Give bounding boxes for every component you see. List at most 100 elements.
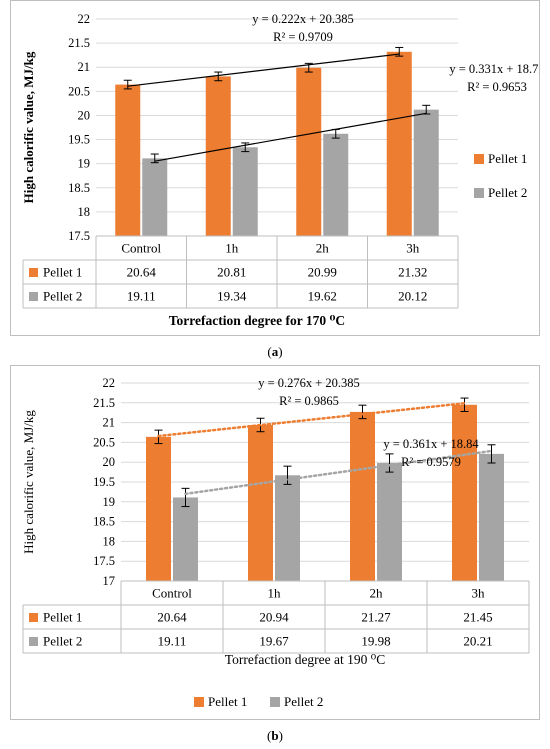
table-series-name: Pellet 1	[43, 610, 82, 625]
y-tick-label: 19	[78, 157, 91, 171]
legend-label: Pellet 2	[488, 185, 527, 200]
y-tick-label: 18	[103, 534, 116, 548]
bar	[296, 67, 322, 237]
bar	[275, 475, 300, 581]
table-value: 20.81	[217, 265, 246, 280]
x-category-label: 3h	[406, 241, 420, 256]
x-category-label: 1h	[268, 586, 282, 601]
x-category-label: Control	[121, 241, 161, 256]
y-tick-label: 19.5	[93, 475, 115, 489]
chart-b: 17 17.5 18 18.5 19 19.5 20 20.5 21 21.5 22 High cal…	[21, 376, 530, 709]
table-value: 20.21	[463, 634, 492, 649]
table-value: 19.11	[158, 634, 187, 649]
chart-panel-b: 17 17.5 18 18.5 19 19.5 20 20.5 21 21.5 22 High cal…	[10, 365, 540, 720]
bar	[386, 51, 412, 237]
table-value: 20.12	[398, 289, 427, 304]
y-tick-label: 21.5	[93, 396, 115, 410]
chart-a: 17.5 18 18.5 19 19.5 20 20.5 21 21.5 22 High calor…	[21, 12, 539, 328]
bar	[248, 424, 273, 581]
x-category-label: 2h	[316, 241, 330, 256]
table-value: 21.27	[361, 610, 391, 625]
bar	[350, 411, 375, 581]
y-axis-label: High calorific value, MJ/kg	[21, 51, 36, 203]
trendline-r2: R² = 0.9709	[273, 30, 333, 44]
y-tick-label: 21.5	[68, 36, 90, 50]
trendline-equation: y = 0.331x + 18.72	[449, 62, 539, 76]
trendline	[157, 401, 466, 438]
bar	[173, 497, 198, 581]
table-legend-key	[29, 637, 38, 646]
table-series-name: Pellet 1	[43, 265, 82, 280]
bar	[377, 462, 402, 581]
caption-b: (b)	[267, 728, 283, 743]
bar	[205, 76, 231, 236]
bar	[115, 84, 141, 237]
bar	[146, 436, 171, 581]
y-axis-label: High calorific value, MJ/kg	[21, 410, 36, 554]
y-tick-label: 22	[78, 12, 91, 26]
table-value: 19.62	[308, 289, 337, 304]
caption-a-letter: a	[271, 344, 279, 359]
y-tick-label: 19.5	[68, 133, 90, 147]
table-value: 20.64	[127, 265, 157, 280]
y-tick-label: 18	[78, 205, 91, 219]
trendline	[184, 449, 493, 496]
table-value: 19.98	[361, 634, 390, 649]
trendline-equation: y = 0.361x + 18.84	[383, 437, 479, 451]
bar	[452, 404, 477, 581]
table-value: 20.99	[308, 265, 337, 280]
y-tick-label: 20	[78, 108, 91, 122]
x-category-label: 1h	[225, 241, 239, 256]
trendline-equation: y = 0.276x + 20.385	[258, 376, 360, 390]
y-tick-label: 17.5	[68, 229, 90, 243]
trendline-r2: R² = 0.9865	[279, 394, 339, 408]
bar	[142, 158, 168, 236]
table-value: 20.94	[259, 610, 289, 625]
bar	[232, 147, 258, 236]
y-tick-label: 22	[103, 376, 116, 390]
table-value: 21.32	[398, 265, 427, 280]
trendline-equation: y = 0.222x + 20.385	[252, 12, 354, 26]
x-axis-label: Torrefaction degree at 190 ⁰C	[225, 652, 385, 667]
table-series-name: Pellet 2	[43, 634, 82, 649]
y-tick-label: 20.5	[93, 435, 115, 449]
table-legend-key	[29, 268, 38, 277]
y-tick-label: 17	[103, 574, 116, 588]
y-tick-label: 20	[103, 455, 116, 469]
legend-label: Pellet 1	[488, 151, 527, 166]
legend-swatch	[194, 697, 204, 707]
y-tick-label: 18.5	[68, 181, 90, 195]
table-value: 19.67	[259, 634, 289, 649]
bar	[479, 453, 504, 581]
y-tick-label: 21	[103, 416, 116, 430]
chart-panel-a: 17.5 18 18.5 19 19.5 20 20.5 21 21.5 22 High calor…	[10, 0, 540, 336]
y-tick-label: 20.5	[68, 84, 90, 98]
bar	[323, 133, 349, 236]
trendline	[127, 53, 400, 87]
x-category-label: 2h	[370, 586, 384, 601]
table-value: 19.34	[217, 289, 247, 304]
y-tick-label: 21	[78, 60, 91, 74]
x-category-label: 3h	[472, 586, 486, 601]
trendline	[154, 112, 427, 162]
caption-b-letter: b	[271, 728, 279, 743]
trendline-r2: R² = 0.9653	[467, 80, 527, 94]
table-value: 19.11	[127, 289, 156, 304]
y-tick-label: 17.5	[93, 554, 115, 568]
x-category-label: Control	[152, 586, 192, 601]
y-tick-label: 19	[103, 495, 116, 509]
legend-label: Pellet 2	[284, 694, 323, 709]
x-axis-label: Torrefaction degree for 170 ⁰C	[169, 313, 345, 328]
table-value: 20.64	[157, 610, 187, 625]
table-legend-key	[29, 292, 38, 301]
table-value: 21.45	[463, 610, 492, 625]
legend-label: Pellet 1	[208, 694, 247, 709]
legend-swatch	[474, 188, 484, 198]
trendline-r2: R² = 0.9579	[401, 455, 461, 469]
caption-a: (a)	[267, 344, 283, 359]
y-tick-label: 18.5	[93, 515, 115, 529]
legend-swatch	[270, 697, 280, 707]
table-legend-key	[29, 613, 38, 622]
legend-swatch	[474, 154, 484, 164]
table-series-name: Pellet 2	[43, 289, 82, 304]
